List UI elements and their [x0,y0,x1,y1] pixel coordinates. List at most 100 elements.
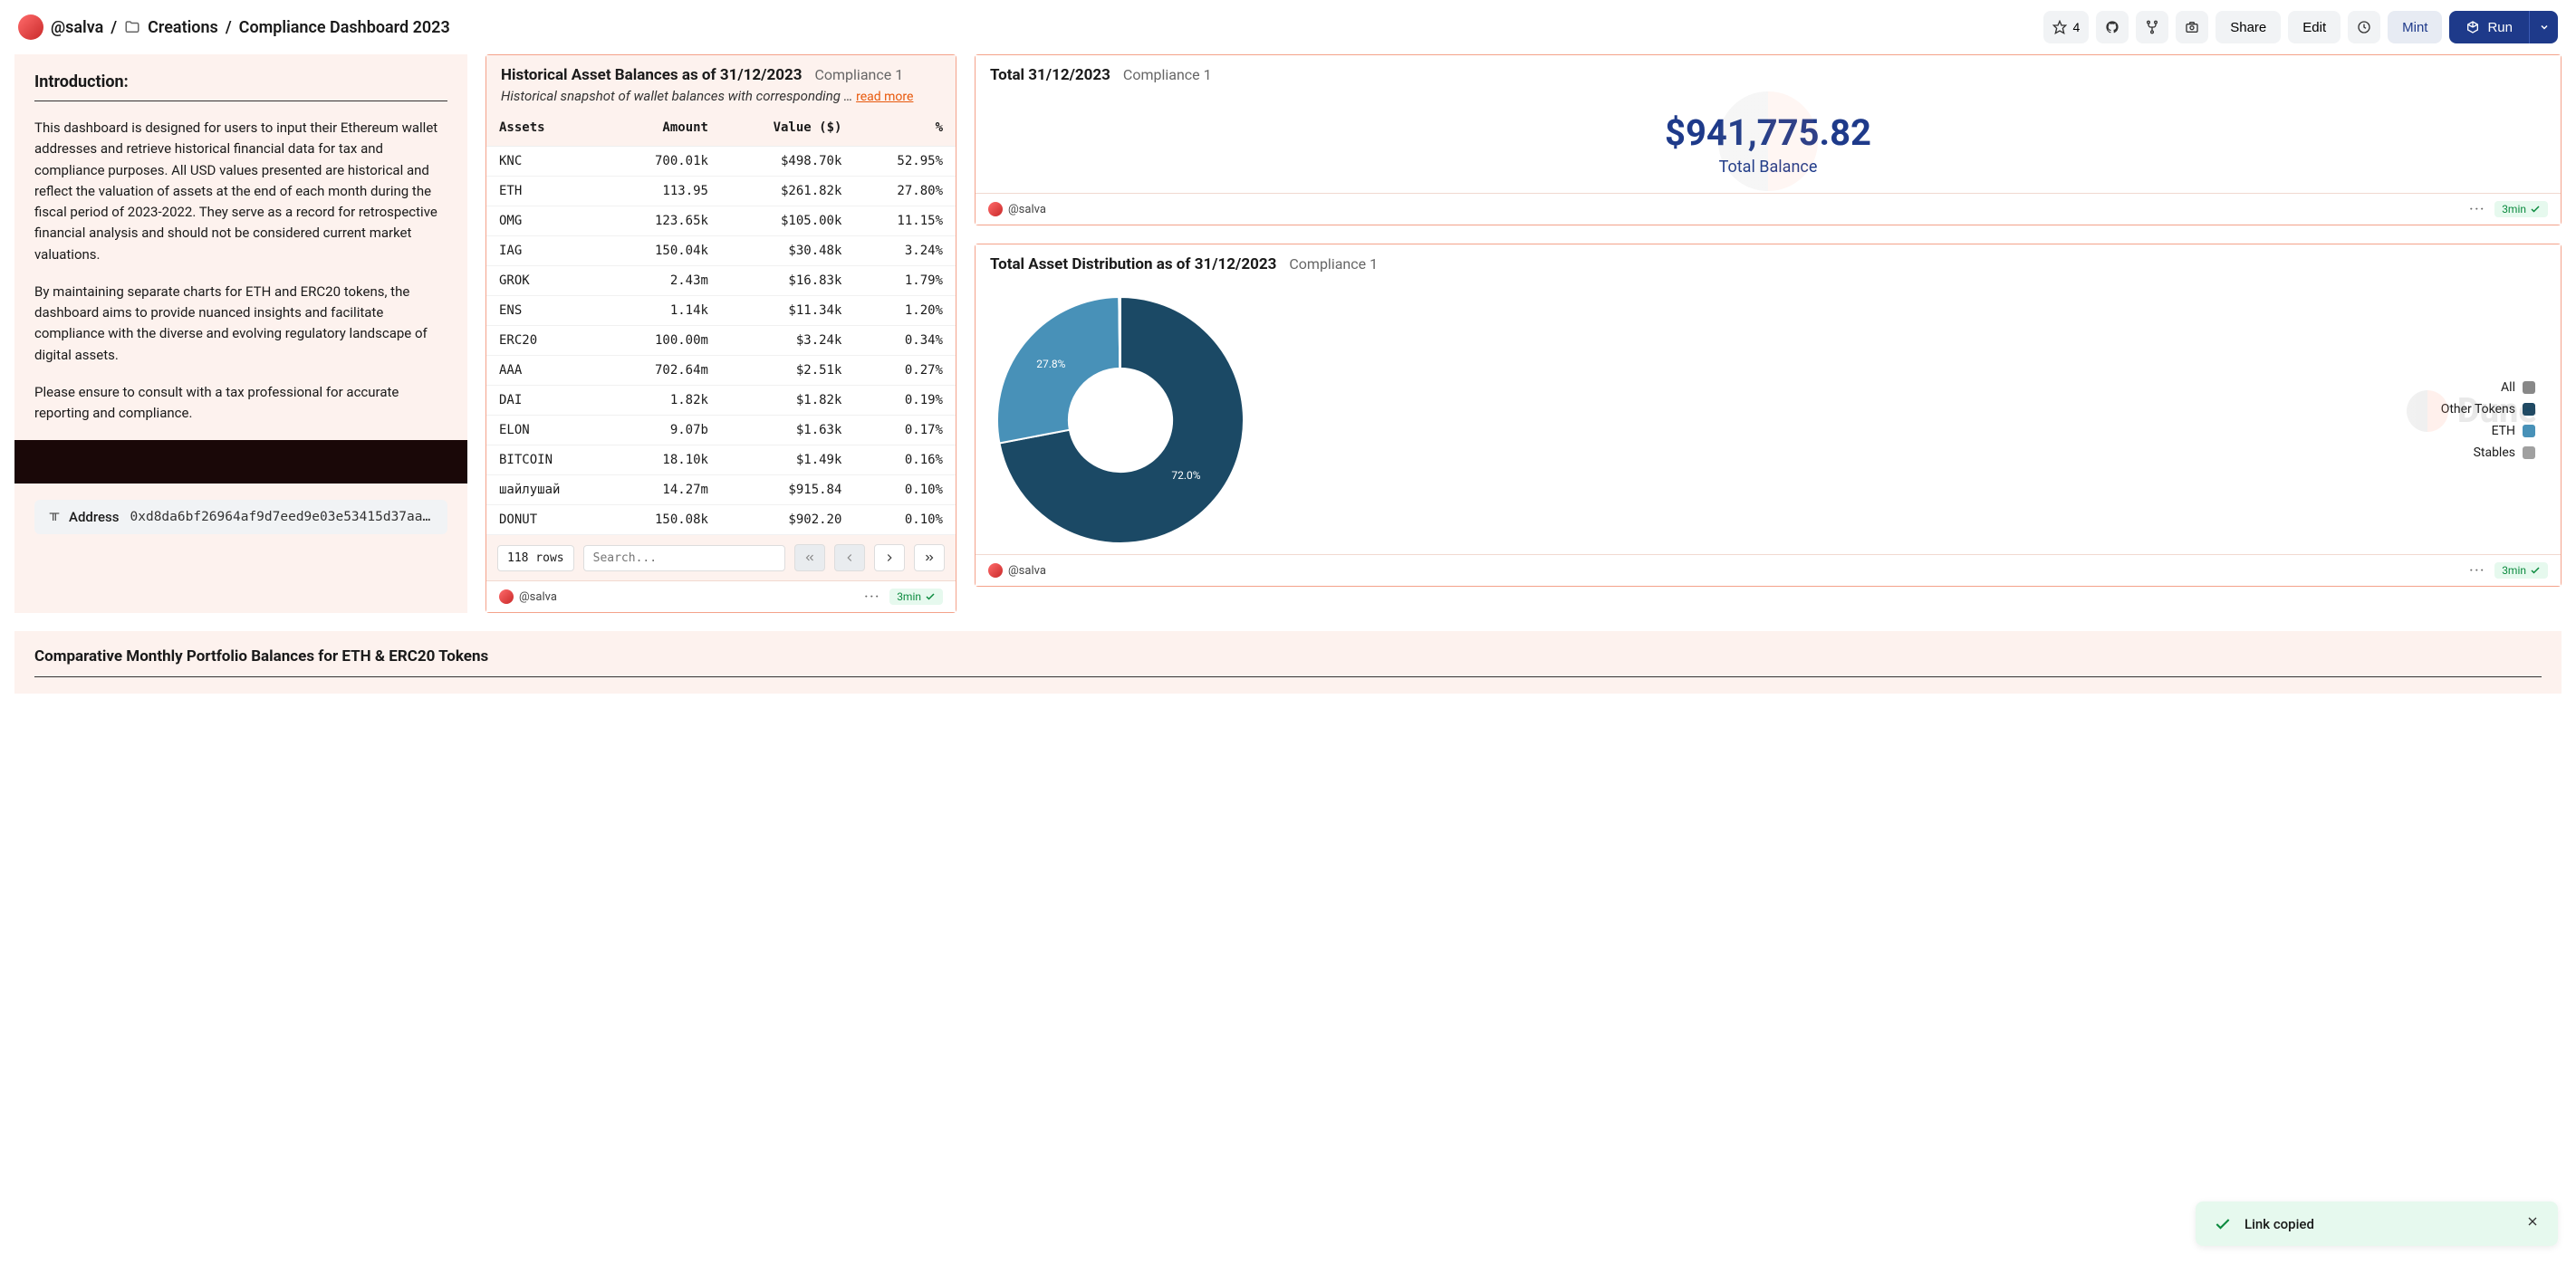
intro-text: This dashboard is designed for users to … [34,118,447,424]
refresh-time: 3min [889,589,943,605]
table-row[interactable]: ELON9.07b$1.63k0.17% [486,416,956,445]
dune-logo-icon [2407,390,2448,432]
run-label: Run [2487,20,2513,35]
col-amount[interactable]: Amount [609,110,721,147]
author-handle[interactable]: @salva [1008,564,1046,578]
check-icon [925,591,936,602]
text-icon [47,510,62,524]
top-bar: @salva / Creations / Compliance Dashboar… [0,0,2576,54]
intro-heading: Introduction: [34,72,447,101]
refresh-time: 3min [2494,562,2548,579]
donut-segment-label: 27.8% [1036,358,1065,370]
run-dropdown[interactable] [2529,11,2558,43]
pager-last[interactable] [914,544,945,571]
intro-p3: Please ensure to consult with a tax prof… [34,382,447,425]
author-handle[interactable]: @salva [519,590,557,604]
refresh-time: 3min [2494,201,2548,217]
toast-close[interactable] [2525,1214,2540,1233]
assets-tag: Compliance 1 [814,66,903,83]
dist-card-meta: @salva ··· 3min [976,554,2561,586]
dune-watermark: Dune [2407,390,2537,432]
table-row[interactable]: DAI1.82k$1.82k0.19% [486,386,956,416]
more-menu[interactable]: ··· [864,590,880,604]
main-grid: Introduction: This dashboard is designed… [0,54,2576,631]
table-row[interactable]: OMG123.65k$105.00k11.15% [486,206,956,236]
chart-legend: AllOther TokensETHStables [1265,380,2542,460]
author-avatar[interactable] [988,563,1003,578]
table-row[interactable]: ETH113.95$261.82k27.80% [486,177,956,206]
assets-table: Assets Amount Value ($) % KNC700.01k$498… [486,110,956,535]
table-row[interactable]: ERC20100.00m$3.24k0.34% [486,326,956,356]
dist-title: Total Asset Distribution as of 31/12/202… [990,255,1276,273]
donut-segment-label: 72.0% [1171,469,1200,482]
breadcrumb-folder[interactable]: Creations [148,18,218,37]
check-icon [2214,1215,2232,1233]
address-input-row[interactable]: Address 0xd8da6bf26964af9d7eed9e03e53415… [34,500,447,534]
col-assets[interactable]: Assets [486,110,609,147]
breadcrumb-title: Compliance Dashboard 2023 [239,18,450,37]
right-column: Total 31/12/2023 Compliance 1 $941,775.8… [975,54,2562,613]
mint-button[interactable]: Mint [2388,11,2442,43]
donut-chart: 72.0% 27.8% [994,293,1247,547]
edit-button[interactable]: Edit [2288,11,2341,43]
breadcrumb-user[interactable]: @salva [51,18,103,37]
table-row[interactable]: DONUT150.08k$902.200.10% [486,505,956,535]
col-value[interactable]: Value ($) [721,110,854,147]
screenshot-button[interactable] [2176,11,2208,43]
address-label: Address [47,509,120,525]
more-menu[interactable]: ··· [2469,203,2485,216]
search-input[interactable] [583,545,785,571]
toast: Link copied [2196,1202,2558,1246]
code-block [14,440,467,484]
toast-message: Link copied [2244,1216,2314,1232]
total-value-area: $941,775.82 Total Balance [976,90,2561,193]
history-button[interactable] [2348,11,2380,43]
table-row[interactable]: IAG150.04k$30.48k3.24% [486,236,956,266]
author-avatar[interactable] [988,202,1003,216]
more-menu[interactable]: ··· [2469,564,2485,578]
fork-button[interactable] [2136,11,2168,43]
dist-tag: Compliance 1 [1289,255,1378,273]
col-pct[interactable]: % [854,110,956,147]
table-row[interactable]: ENS1.14k$11.34k1.20% [486,296,956,326]
author-handle[interactable]: @salva [1008,203,1046,216]
pager-next[interactable] [874,544,905,571]
breadcrumb-sep: / [226,18,232,37]
github-button[interactable] [2096,11,2129,43]
run-group: Run [2449,11,2558,43]
breadcrumb-sep: / [111,18,117,37]
assets-card-meta: @salva ··· 3min [486,580,956,612]
table-row[interactable]: GROK2.43m$16.83k1.79% [486,266,956,296]
pager-prev[interactable] [834,544,865,571]
read-more-link[interactable]: read more [856,90,913,104]
total-card-header: Total 31/12/2023 Compliance 1 [976,55,2561,90]
check-icon [2530,204,2541,215]
table-row[interactable]: AAA702.64m$2.51k0.27% [486,356,956,386]
table-row[interactable]: BITCOIN18.10k$1.49k0.16% [486,445,956,475]
donut-area: 72.0% 27.8% Dune AllOther TokensETHStable… [976,279,2561,554]
share-button[interactable]: Share [2216,11,2281,43]
intro-panel: Introduction: This dashboard is designed… [14,54,467,613]
dist-card-header: Total Asset Distribution as of 31/12/202… [976,244,2561,279]
author-avatar[interactable] [499,589,514,604]
total-title: Total 31/12/2023 [990,66,1110,84]
pager-first[interactable] [794,544,825,571]
total-card-meta: @salva ··· 3min [976,193,2561,225]
legend-item[interactable]: Stables [2474,445,2535,460]
intro-p1: This dashboard is designed for users to … [34,118,447,265]
check-icon [2530,565,2541,576]
distribution-card: Total Asset Distribution as of 31/12/202… [975,244,2562,587]
folder-icon [124,19,140,35]
star-button[interactable]: 4 [2043,11,2089,43]
user-avatar[interactable] [18,14,43,40]
table-row[interactable]: шайлушай14.27m$915.840.10% [486,475,956,505]
close-icon [2525,1214,2540,1229]
assets-card: Historical Asset Balances as of 31/12/20… [485,54,956,613]
breadcrumb: @salva / Creations / Compliance Dashboar… [18,14,450,40]
bottom-title: Comparative Monthly Portfolio Balances f… [34,647,2542,677]
run-button[interactable]: Run [2449,11,2529,43]
top-actions: 4 Share Edit Mint Run [2043,11,2558,43]
total-card: Total 31/12/2023 Compliance 1 $941,775.8… [975,54,2562,225]
star-count: 4 [2072,20,2080,34]
table-row[interactable]: KNC700.01k$498.70k52.95% [486,147,956,177]
